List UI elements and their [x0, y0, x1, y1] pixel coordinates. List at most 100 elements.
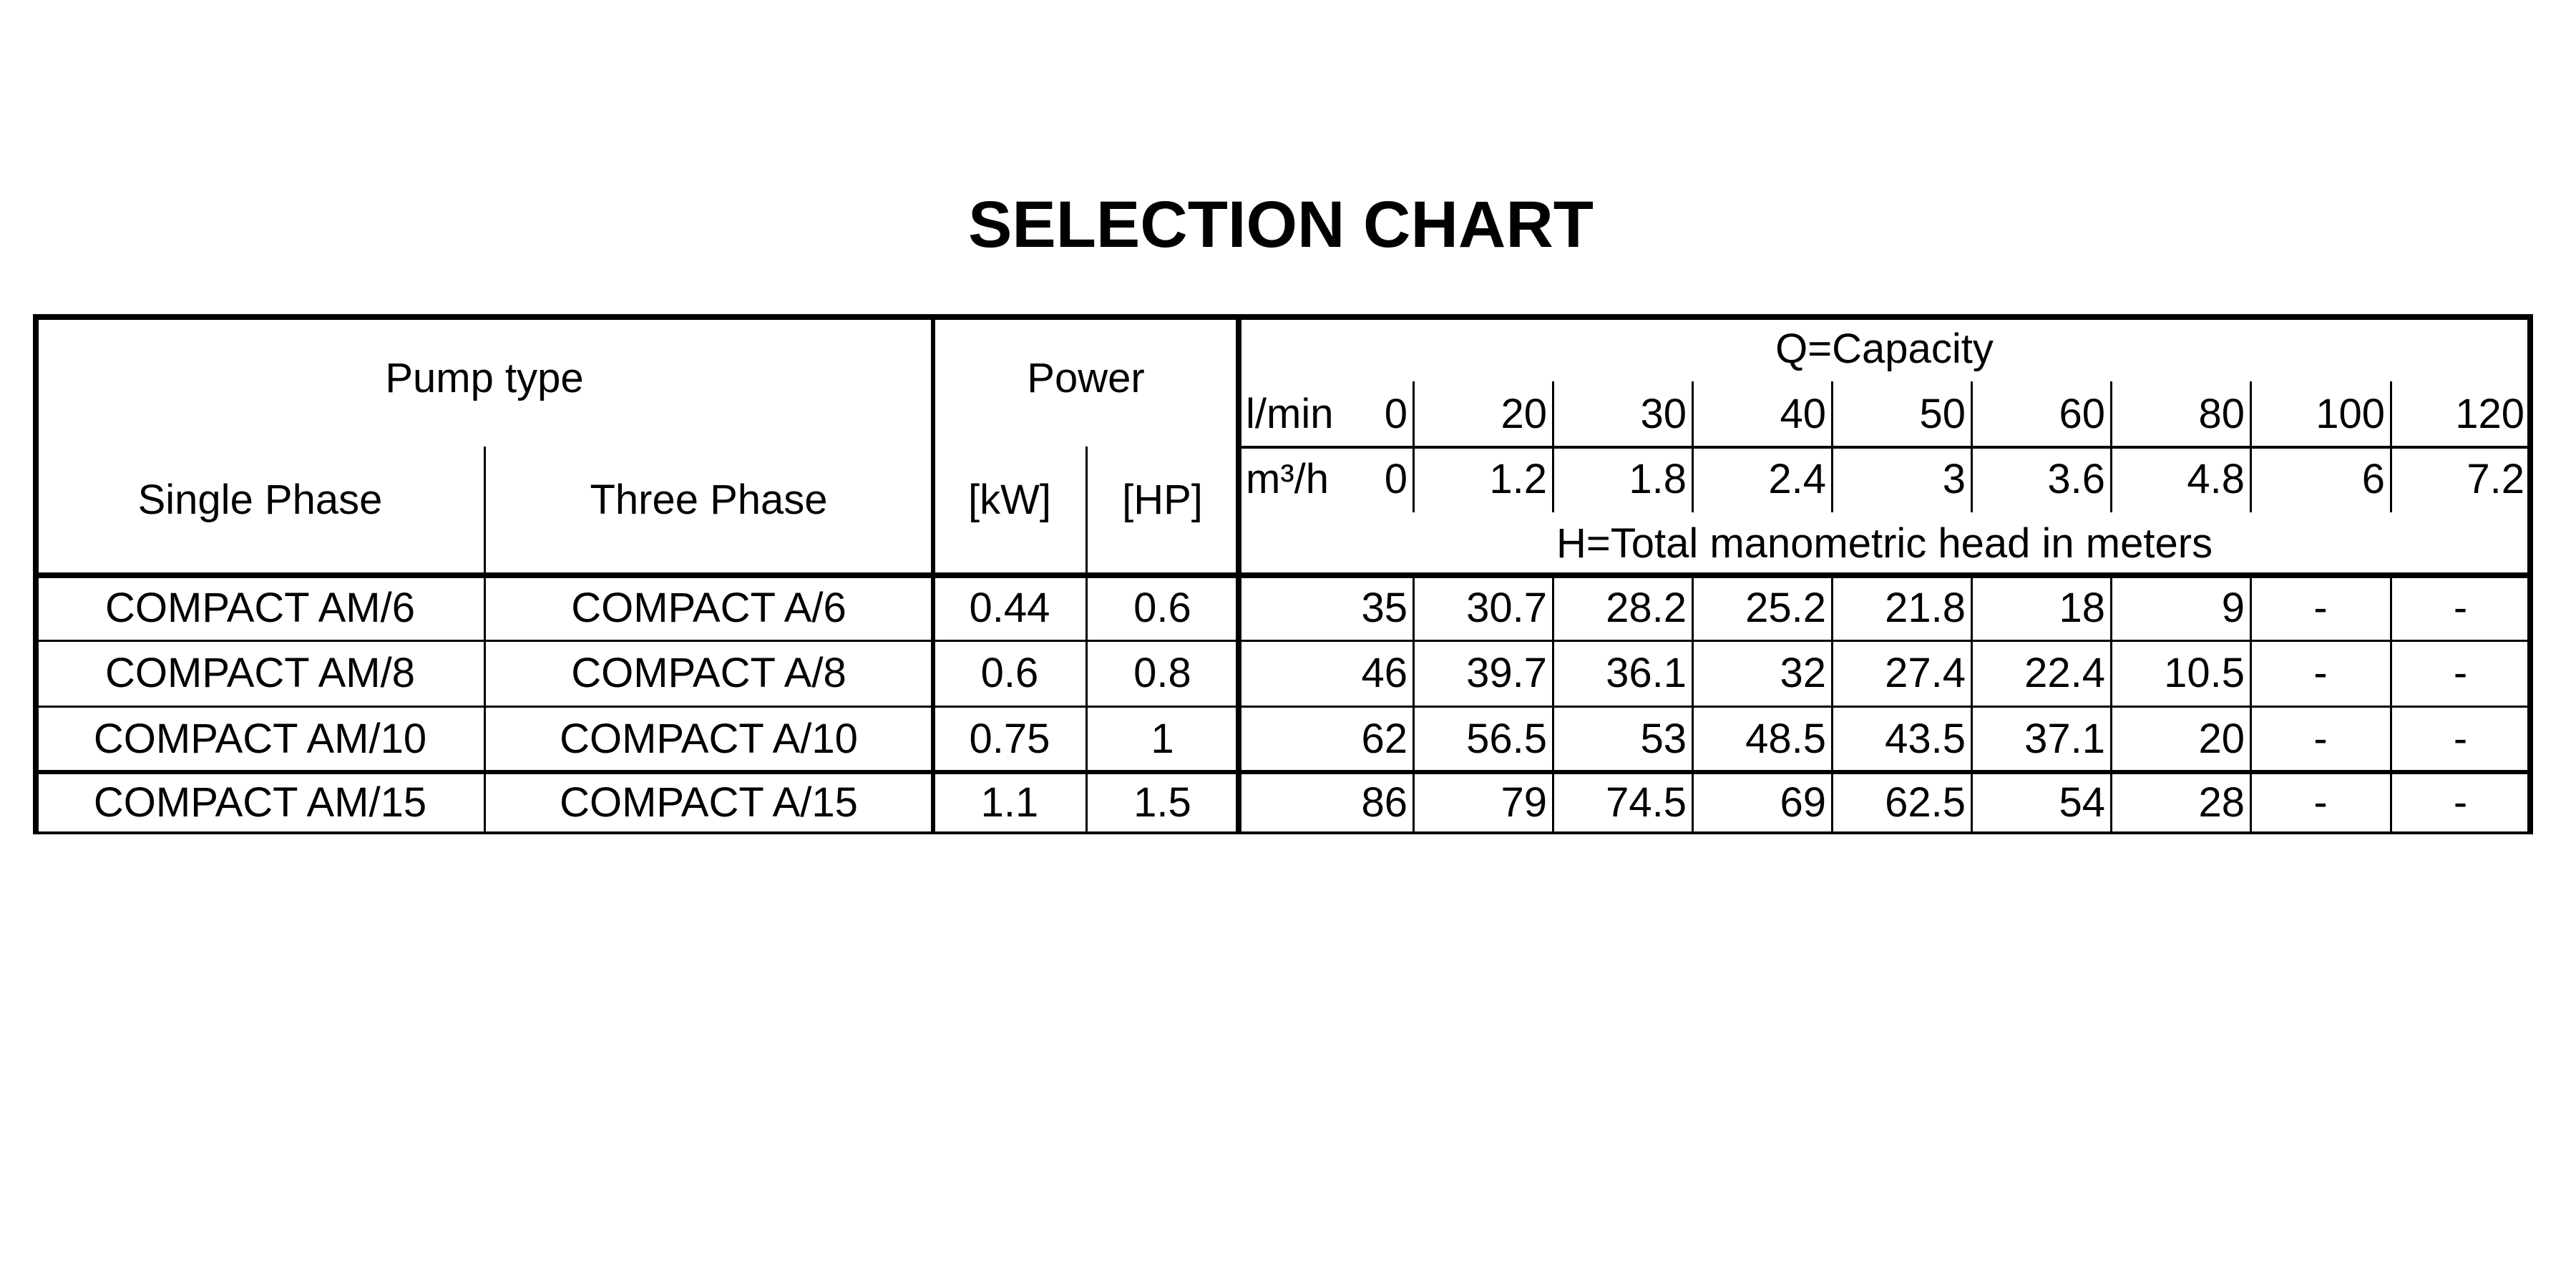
capacity-column-divider — [2250, 381, 2252, 512]
head-value: 28 — [2198, 779, 2245, 826]
head-value: 62.5 — [1885, 779, 1966, 826]
head-value: 56.5 — [1466, 716, 1547, 762]
head-column-divider — [2250, 575, 2252, 833]
head-value: 30.7 — [1466, 584, 1547, 631]
head-value: 22.4 — [2024, 650, 2105, 696]
lmin-value: 0 — [1384, 390, 1407, 437]
header-bottom-border — [36, 572, 2530, 578]
head-value: 18 — [2059, 584, 2105, 631]
three-phase-model: COMPACT A/6 — [571, 584, 847, 631]
row-divider — [36, 770, 2530, 774]
header-single-phase: Single Phase — [137, 477, 383, 523]
head-value: 28.2 — [1606, 584, 1687, 631]
head-column-divider — [1831, 575, 1833, 833]
capacity-column-divider — [1971, 381, 1973, 512]
head-value: 10.5 — [2164, 650, 2245, 696]
power-kw: 0.44 — [969, 584, 1050, 631]
head-value: 69 — [1780, 779, 1826, 826]
head-value: 27.4 — [1885, 650, 1966, 696]
head-value: - — [2453, 716, 2468, 762]
head-value: - — [2313, 584, 2328, 631]
head-value: 48.5 — [1745, 716, 1826, 762]
lmin-m3h-divider — [1239, 446, 2530, 449]
row-divider — [36, 640, 2530, 642]
header-pump-type: Pump type — [385, 354, 584, 401]
head-value: 74.5 — [1606, 779, 1687, 826]
header-kw: [kW] — [968, 477, 1051, 523]
head-value: 25.2 — [1745, 584, 1826, 631]
capacity-column-divider — [2390, 381, 2392, 512]
table-top-border — [33, 314, 2533, 320]
three-phase-model: COMPACT A/15 — [560, 779, 858, 826]
head-value: 62 — [1361, 716, 1407, 762]
head-value: 53 — [1640, 716, 1687, 762]
head-value: 46 — [1361, 650, 1407, 696]
label-m3h: m³/h — [1246, 456, 1329, 502]
label-lmin: l/min — [1246, 390, 1334, 437]
head-value: 35 — [1361, 584, 1407, 631]
head-column-divider — [1413, 575, 1415, 833]
m3h-value: 0 — [1384, 456, 1407, 502]
lmin-value: 80 — [2198, 390, 2245, 437]
capacity-column-divider — [1552, 381, 1554, 512]
m3h-value: 3.6 — [2047, 456, 2105, 502]
row-divider — [36, 706, 2530, 708]
m3h-value: 6 — [2361, 456, 2385, 502]
head-value: 86 — [1361, 779, 1407, 826]
head-value: 21.8 — [1885, 584, 1966, 631]
head-value: - — [2313, 650, 2328, 696]
head-value: 37.1 — [2024, 716, 2105, 762]
head-value: - — [2313, 716, 2328, 762]
m3h-value: 3 — [1942, 456, 1966, 502]
lmin-value: 50 — [1919, 390, 1966, 437]
power-hp: 1.5 — [1133, 779, 1191, 826]
head-value: - — [2453, 584, 2468, 631]
head-column-divider — [2390, 575, 2392, 833]
lmin-value: 30 — [1640, 390, 1687, 437]
table-right-border — [2527, 314, 2533, 834]
single-phase-model: COMPACT AM/6 — [105, 584, 415, 631]
head-value: 32 — [1780, 650, 1826, 696]
header-head: H=Total manometric head in meters — [1556, 520, 2213, 567]
head-column-divider — [1971, 575, 1973, 833]
head-value: 36.1 — [1606, 650, 1687, 696]
head-value: 43.5 — [1885, 716, 1966, 762]
head-column-divider — [1692, 575, 1694, 833]
m3h-value: 2.4 — [1768, 456, 1826, 502]
header-three-phase: Three Phase — [590, 477, 828, 523]
lmin-value: 120 — [2455, 390, 2524, 437]
m3h-value: 1.2 — [1489, 456, 1547, 502]
m3h-value: 1.8 — [1629, 456, 1687, 502]
power-kw: 1.1 — [980, 779, 1039, 826]
lmin-value: 20 — [1501, 390, 1547, 437]
page-title: SELECTION CHART — [968, 188, 1594, 261]
power-kw: 0.6 — [980, 650, 1039, 696]
power-kw: 0.75 — [969, 716, 1050, 762]
table-bottom-border — [33, 831, 2533, 834]
lmin-value: 60 — [2059, 390, 2105, 437]
head-value: 79 — [1501, 779, 1547, 826]
header-power: Power — [1027, 354, 1145, 401]
header-hp: [HP] — [1122, 477, 1203, 523]
capacity-column-divider — [1831, 381, 1833, 512]
power-hp: 0.6 — [1133, 584, 1191, 631]
m3h-value: 4.8 — [2187, 456, 2245, 502]
lmin-value: 40 — [1780, 390, 1826, 437]
head-value: - — [2313, 779, 2328, 826]
head-value: 54 — [2059, 779, 2105, 826]
single-phase-model: COMPACT AM/10 — [93, 716, 427, 762]
m3h-value: 7.2 — [2467, 456, 2524, 502]
capacity-column-divider — [2110, 381, 2112, 512]
head-value: - — [2453, 650, 2468, 696]
lmin-value: 100 — [2316, 390, 2385, 437]
three-phase-model: COMPACT A/10 — [560, 716, 858, 762]
head-value: 39.7 — [1466, 650, 1547, 696]
header-capacity: Q=Capacity — [1775, 326, 1994, 372]
head-value: 20 — [2198, 716, 2245, 762]
head-column-divider — [1552, 575, 1554, 833]
single-phase-model: COMPACT AM/15 — [93, 779, 427, 826]
head-value: - — [2453, 779, 2468, 826]
single-phase-model: COMPACT AM/8 — [105, 650, 415, 696]
head-value: 9 — [2221, 584, 2245, 631]
power-hp: 1 — [1151, 716, 1174, 762]
